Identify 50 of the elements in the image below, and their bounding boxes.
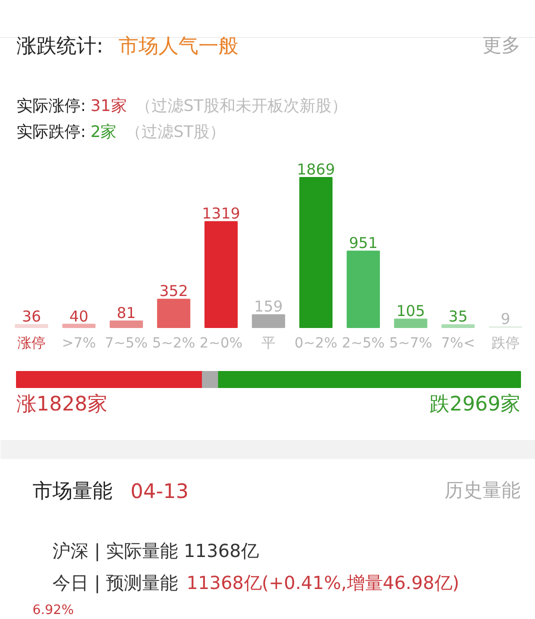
x-tick-label: 平 — [262, 336, 276, 352]
data-label: 159 — [254, 298, 283, 316]
text: 实际涨停: — [16, 96, 86, 115]
x-tick-label: 2~5% — [342, 336, 385, 352]
bar — [14, 324, 48, 328]
text: 2家 — [90, 122, 117, 141]
x-tick-label: 7%< — [441, 336, 476, 352]
data-label: 352 — [159, 282, 188, 300]
text: 沪深 | 实际量能 11368亿 — [52, 541, 259, 562]
data-label: 40 — [69, 307, 88, 326]
text: 市场量能 — [32, 478, 112, 502]
text: 6.92% — [32, 603, 74, 618]
data-label: 951 — [348, 234, 378, 252]
data-label: 105 — [396, 302, 426, 320]
data-label: 涨1828家 — [16, 392, 108, 416]
bar — [110, 320, 143, 328]
text: 历史量能 — [444, 480, 520, 502]
bar — [441, 324, 475, 328]
bar — [62, 324, 96, 328]
text: 更多 — [482, 34, 520, 56]
text: 04-13 — [130, 479, 189, 503]
data-label: 跌2969家 — [430, 392, 521, 416]
x-tick-label: 0~2% — [294, 336, 338, 352]
data-label: 1869 — [296, 160, 335, 178]
chart-title: 涨跌统计: — [16, 34, 104, 58]
text: 11368亿(+0.41%,增量46.98亿) — [186, 573, 460, 594]
x-tick-label: 2~0% — [200, 336, 243, 352]
bar — [204, 221, 238, 328]
x-tick-label: 5~7% — [389, 336, 432, 352]
x-tick-label: 5~2% — [152, 336, 196, 352]
bar — [346, 250, 380, 328]
text: （过滤ST股和未开板次新股） — [136, 96, 348, 115]
bar — [299, 177, 333, 328]
data-label: 35 — [448, 308, 468, 326]
text: 今日 | 预测量能 — [52, 573, 178, 594]
x-tick-label: 7~5% — [104, 336, 148, 352]
x-tick-label: 涨停 — [18, 336, 46, 352]
bar — [394, 318, 428, 328]
bar — [157, 298, 190, 328]
chart-subtitle: 市场人气一般 — [118, 34, 238, 58]
x-tick-label: 跌停 — [492, 336, 520, 352]
data-label: 36 — [22, 308, 42, 326]
text: （过滤ST股） — [126, 122, 226, 141]
x-tick-label: >7% — [62, 336, 96, 352]
data-label: 1319 — [202, 204, 240, 223]
data-label: 81 — [116, 304, 136, 322]
text: 31家 — [90, 96, 127, 115]
text: 实际跌停: — [16, 122, 86, 141]
bar — [252, 314, 286, 328]
data-label: 9 — [500, 310, 510, 328]
